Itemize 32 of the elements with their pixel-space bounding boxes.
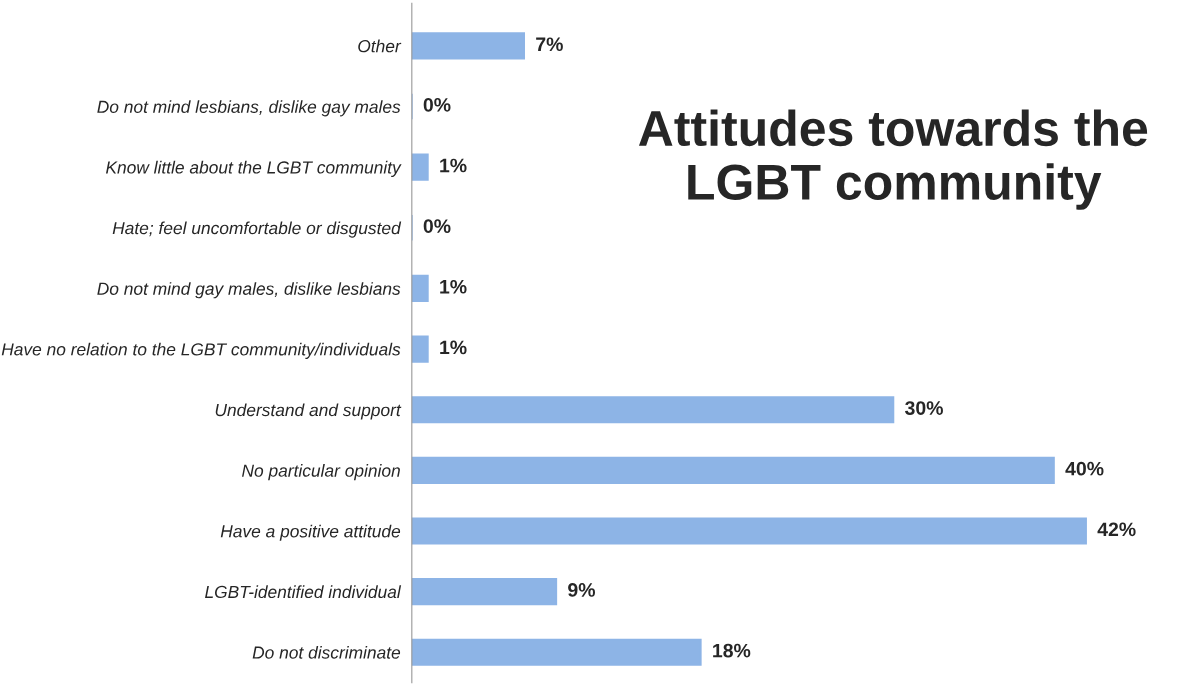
bar: [411, 335, 429, 363]
data-label: 40%: [1065, 461, 1104, 476]
data-label: 1%: [440, 340, 467, 355]
data-label: 30%: [905, 401, 943, 415]
y-tick-label: Know little about the LGBT community: [105, 160, 402, 178]
data-label: 1%: [440, 158, 467, 173]
bar: [411, 274, 429, 302]
bar: [411, 578, 558, 606]
bar: [411, 153, 429, 181]
y-tick-label: Have no relation to the LGBT community/individuals: [1, 342, 401, 359]
data-label: 9%: [568, 583, 596, 597]
data-label: 0%: [423, 219, 451, 234]
y-tick-label: LGBT-identified individual: [205, 585, 402, 599]
y-tick-label: Do not mind lesbians, dislike gay males: [97, 100, 401, 117]
y-tick-label: Have a positive attitude: [220, 524, 401, 541]
text: Attitudes towards the LGBT community: [638, 109, 1148, 210]
bar: [411, 517, 1087, 545]
y-tick-label: Hate; feel uncomfortable or disgusted: [112, 221, 402, 238]
y-tick-label: Other: [358, 39, 402, 53]
data-label: 42%: [1097, 522, 1136, 537]
bar: [411, 456, 1055, 484]
y-tick-label: No particular opinion: [242, 464, 400, 481]
bar: [411, 396, 895, 424]
y-tick-label: Understand and support: [215, 403, 402, 420]
data-label: 7%: [536, 37, 563, 52]
y-tick-label: Do not mind gay males, dislike lesbians: [97, 282, 401, 299]
bar: [411, 638, 702, 666]
data-label: 0%: [423, 97, 451, 112]
data-label: 1%: [440, 279, 467, 294]
y-tick-label: Do not discriminate: [252, 645, 401, 659]
data-label: 18%: [713, 643, 751, 658]
bar: [411, 32, 526, 60]
